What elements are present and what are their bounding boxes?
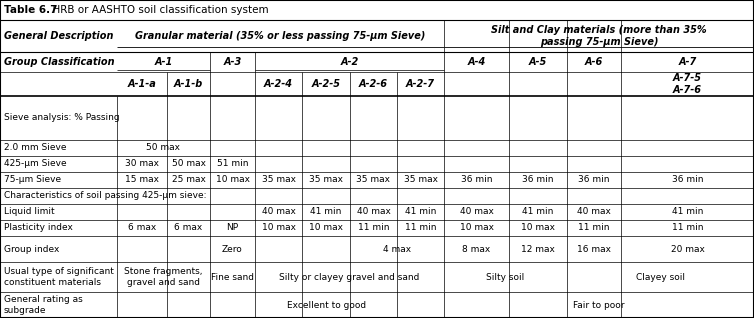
Text: 51 min: 51 min — [216, 160, 248, 169]
Text: Table 6.7: Table 6.7 — [4, 5, 57, 15]
Text: A-1-b: A-1-b — [174, 79, 203, 89]
Text: 40 max: 40 max — [357, 208, 391, 217]
Text: 35 max: 35 max — [403, 176, 437, 184]
Text: A-4: A-4 — [467, 57, 486, 67]
Text: 36 min: 36 min — [461, 176, 492, 184]
Text: HRB or AASHTO soil classification system: HRB or AASHTO soil classification system — [46, 5, 268, 15]
Text: A-2: A-2 — [340, 57, 359, 67]
Text: 4 max: 4 max — [383, 245, 411, 253]
Text: 41 min: 41 min — [523, 208, 553, 217]
Text: Fair to poor: Fair to poor — [573, 301, 625, 309]
Text: 8 max: 8 max — [462, 245, 491, 253]
Text: 10 max: 10 max — [216, 176, 250, 184]
Text: 35 max: 35 max — [262, 176, 296, 184]
Text: 11 min: 11 min — [357, 224, 389, 232]
Text: Sieve analysis: % Passing: Sieve analysis: % Passing — [4, 114, 120, 122]
Text: Usual type of significant
constituent materials: Usual type of significant constituent ma… — [4, 267, 114, 287]
Text: 10 max: 10 max — [309, 224, 343, 232]
Text: A-5: A-5 — [529, 57, 547, 67]
Text: Zero: Zero — [222, 245, 243, 253]
Text: Liquid limit: Liquid limit — [4, 208, 54, 217]
Text: A-1: A-1 — [155, 57, 173, 67]
Text: A-3: A-3 — [223, 57, 241, 67]
Text: 40 max: 40 max — [459, 208, 493, 217]
Text: 20 max: 20 max — [670, 245, 704, 253]
Text: 41 min: 41 min — [672, 208, 703, 217]
Text: 30 max: 30 max — [125, 160, 159, 169]
Text: 35 max: 35 max — [357, 176, 391, 184]
Text: General Description: General Description — [4, 31, 114, 41]
Text: Plasticity index: Plasticity index — [4, 224, 73, 232]
Text: 11 min: 11 min — [578, 224, 610, 232]
Text: 16 max: 16 max — [577, 245, 611, 253]
Text: 15 max: 15 max — [125, 176, 159, 184]
Text: A-1-a: A-1-a — [127, 79, 156, 89]
Text: 25 max: 25 max — [172, 176, 205, 184]
Text: 50 max: 50 max — [171, 160, 206, 169]
Text: Silt and Clay materials (more than 35%
passing 75-μm Sieve): Silt and Clay materials (more than 35% p… — [491, 25, 706, 47]
Text: 36 min: 36 min — [672, 176, 703, 184]
Text: Silty or clayey gravel and sand: Silty or clayey gravel and sand — [279, 273, 420, 281]
Text: 10 max: 10 max — [262, 224, 296, 232]
Text: Characteristics of soil passing 425-μm sieve:: Characteristics of soil passing 425-μm s… — [4, 191, 207, 201]
Text: 10 max: 10 max — [459, 224, 494, 232]
Text: General rating as
subgrade: General rating as subgrade — [4, 295, 83, 315]
Text: Granular material (35% or less passing 75-μm Sieve): Granular material (35% or less passing 7… — [135, 31, 426, 41]
Text: 35 max: 35 max — [309, 176, 343, 184]
Text: A-2-6: A-2-6 — [359, 79, 388, 89]
Text: Group Classification: Group Classification — [4, 57, 115, 67]
Text: 2.0 mm Sieve: 2.0 mm Sieve — [4, 143, 66, 153]
Text: A-7-5
A-7-6: A-7-5 A-7-6 — [673, 73, 702, 95]
Text: Group index: Group index — [4, 245, 60, 253]
Text: 41 min: 41 min — [311, 208, 342, 217]
Text: Clayey soil: Clayey soil — [636, 273, 685, 281]
Text: 40 max: 40 max — [262, 208, 296, 217]
Text: Excellent to good: Excellent to good — [287, 301, 366, 309]
Text: NP: NP — [226, 224, 238, 232]
Text: A-2-7: A-2-7 — [406, 79, 435, 89]
Text: 11 min: 11 min — [405, 224, 437, 232]
Text: 40 max: 40 max — [577, 208, 611, 217]
Text: Fine sand: Fine sand — [211, 273, 254, 281]
Text: Silty soil: Silty soil — [486, 273, 525, 281]
Text: 50 max: 50 max — [146, 143, 180, 153]
Text: A-2-4: A-2-4 — [264, 79, 293, 89]
Text: A-2-5: A-2-5 — [311, 79, 341, 89]
Text: A-6: A-6 — [585, 57, 603, 67]
Text: 6 max: 6 max — [174, 224, 203, 232]
Text: 75-μm Sieve: 75-μm Sieve — [4, 176, 61, 184]
Text: 12 max: 12 max — [521, 245, 555, 253]
Text: 36 min: 36 min — [523, 176, 553, 184]
Text: 6 max: 6 max — [128, 224, 156, 232]
Text: 41 min: 41 min — [405, 208, 436, 217]
Text: 36 min: 36 min — [578, 176, 610, 184]
Text: 425-μm Sieve: 425-μm Sieve — [4, 160, 66, 169]
Text: A-7: A-7 — [679, 57, 697, 67]
Text: Stone fragments,
gravel and sand: Stone fragments, gravel and sand — [124, 267, 203, 287]
Text: 11 min: 11 min — [672, 224, 703, 232]
Text: 10 max: 10 max — [521, 224, 555, 232]
